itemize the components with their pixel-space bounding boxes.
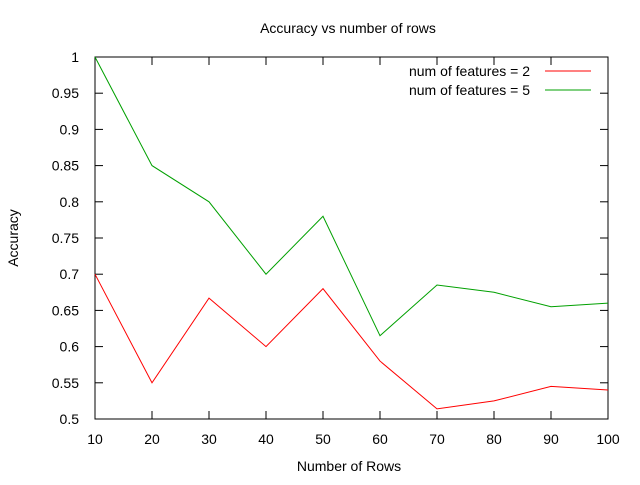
y-tick-label: 0.85 [52,158,79,174]
x-tick-label: 60 [372,431,388,447]
y-tick-label: 0.9 [60,121,80,137]
series-line-2 [94,56,609,337]
x-tick-label: 30 [201,431,217,447]
legend-label-2: num of features = 5 [409,82,530,98]
y-tick-label: 1 [71,49,79,65]
y-tick-label: 0.95 [52,85,79,101]
y-tick-label: 0.8 [60,194,80,210]
plot-area: 0.5 0.55 0.6 0.65 0.7 0.75 0.8 0.85 0.9 0.95 1 10 20… [52,49,620,447]
x-tick-label: 20 [144,431,160,447]
y-tick-label: 0.6 [60,339,80,355]
y-tick-label: 0.7 [60,266,80,282]
y-tick-label: 0.5 [60,411,80,427]
y-tick-label: 0.55 [52,375,79,391]
x-tick-label: 80 [486,431,502,447]
x-tick-label: 50 [315,431,331,447]
y-tick-label: 0.75 [52,230,79,246]
x-tick-label: 90 [543,431,559,447]
x-tick-label: 100 [596,431,620,447]
legend-label-1: num of features = 2 [409,63,530,79]
x-tick-label: 10 [87,431,103,447]
chart-title: Accuracy vs number of rows [260,20,436,36]
plot-frame [94,56,609,420]
series-line-1 [94,273,609,410]
x-tick-label: 70 [429,431,445,447]
x-axis-label: Number of Rows [297,458,401,474]
y-axis-label: Accuracy [5,209,21,267]
x-tick-label: 40 [258,431,274,447]
y-tick-label: 0.65 [52,302,79,318]
